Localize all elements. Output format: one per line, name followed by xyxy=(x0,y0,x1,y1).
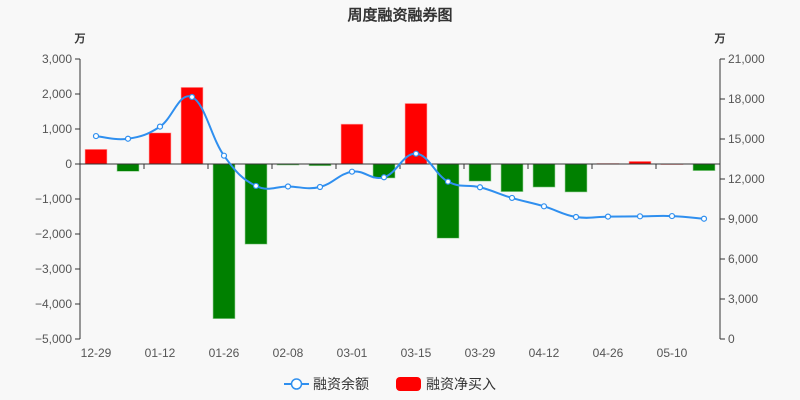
legend-item-netbuy[interactable]: 融资净买入 xyxy=(396,377,496,393)
bar-negative xyxy=(564,163,588,193)
left-axis-tick-label: −1,000 xyxy=(35,192,72,206)
bar-negative xyxy=(244,163,268,245)
x-axis: 12-29 01-12 01-26 02-08 03-01 03-15 03-29 04-12… xyxy=(80,163,720,360)
right-axis-tick-label: 6,000 xyxy=(728,252,758,266)
left-axis-tick-label: −4,000 xyxy=(35,297,72,311)
balance-point-marker xyxy=(188,93,196,101)
left-axis-tick-label: 2,000 xyxy=(42,87,72,101)
x-axis-label: 04-26 xyxy=(593,346,624,360)
balance-point-marker xyxy=(508,194,516,202)
left-y-axis: 3,000 2,000 1,000 0 −1,000 −2,000 −3,000 −4,000… xyxy=(35,52,81,346)
balance-point-marker xyxy=(252,182,260,190)
bar-negative xyxy=(532,163,556,188)
left-axis-tick-label: 3,000 xyxy=(42,52,72,66)
right-axis-tick-label: 3,000 xyxy=(728,292,758,306)
x-axis-label: 02-08 xyxy=(273,346,304,360)
bar-positive xyxy=(148,132,172,165)
left-axis-tick-label: −2,000 xyxy=(35,227,72,241)
x-axis-label: 01-26 xyxy=(209,346,240,360)
legend: 融资余额 融资净买入 xyxy=(284,376,496,393)
legend-circle-icon xyxy=(290,378,303,390)
balance-point-marker xyxy=(604,213,612,220)
right-axis-tick-label: 15,000 xyxy=(728,132,765,146)
bar-negative xyxy=(468,163,492,182)
legend-label-netbuy: 融资净买入 xyxy=(426,377,496,393)
red-rect-icon xyxy=(396,377,421,391)
x-axis-label: 03-29 xyxy=(465,346,496,360)
left-axis-tick-label: −3,000 xyxy=(35,262,72,276)
balance-point-marker xyxy=(476,184,484,191)
bar-positive xyxy=(340,123,364,165)
bar-positive xyxy=(84,149,108,165)
balance-point-marker xyxy=(284,183,292,190)
balance-point-marker xyxy=(412,150,420,157)
balance-point-marker xyxy=(572,213,580,221)
balance-point-marker xyxy=(540,203,548,210)
legend-item-balance[interactable]: 融资余额 xyxy=(284,376,369,393)
x-axis-label: 04-12 xyxy=(529,346,560,360)
chart-title: 周度融资融券图 xyxy=(347,6,452,24)
balance-point-marker xyxy=(348,168,356,175)
bar-negative xyxy=(212,163,236,319)
right-axis-tick-label: 0 xyxy=(728,332,735,346)
balance-point-marker xyxy=(636,213,644,220)
right-axis-unit: 万 xyxy=(714,32,726,45)
left-axis-tick-label: 0 xyxy=(65,157,72,171)
balance-point-marker xyxy=(156,123,164,130)
net-buy-bars xyxy=(84,87,716,319)
balance-point-marker xyxy=(316,183,324,191)
left-axis-tick-label: −5,000 xyxy=(35,332,72,346)
balance-line-path xyxy=(95,95,705,220)
left-axis-tick-label: 1,000 xyxy=(42,122,72,136)
right-axis-tick-label: 9,000 xyxy=(728,212,758,226)
balance-point-marker xyxy=(444,178,452,185)
right-axis-tick-label: 12,000 xyxy=(728,172,765,186)
x-axis-label: 03-01 xyxy=(337,346,368,360)
balance-point-marker xyxy=(700,215,708,222)
bar-negative xyxy=(692,163,716,171)
right-axis-tick-label: 18,000 xyxy=(728,92,765,106)
right-axis-tick-label: 21,000 xyxy=(728,52,765,66)
right-y-axis: 21,000 18,000 15,000 12,000 9,000 6,000 3,000 0 xyxy=(719,52,765,346)
balance-point-marker xyxy=(220,152,228,159)
x-axis-label: 03-15 xyxy=(401,346,432,360)
x-axis-label: 05-10 xyxy=(657,346,688,360)
bar-negative xyxy=(500,163,524,192)
balance-point-marker xyxy=(92,132,100,140)
x-axis-label: 01-12 xyxy=(145,346,176,360)
balance-point-marker xyxy=(124,135,132,142)
balance-line xyxy=(92,93,708,222)
balance-point-marker xyxy=(380,174,388,181)
x-axis-label: 12-29 xyxy=(81,346,112,360)
balance-point-marker xyxy=(668,212,676,220)
legend-label-balance: 融资余额 xyxy=(313,376,369,393)
bar-negative xyxy=(116,163,140,172)
left-axis-unit: 万 xyxy=(74,32,86,45)
